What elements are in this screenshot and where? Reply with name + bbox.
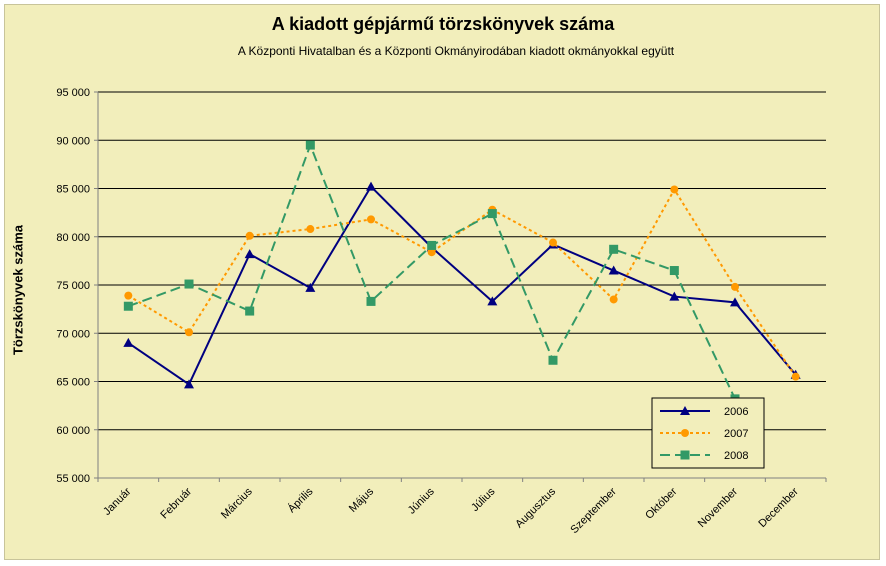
data-point: [669, 266, 679, 276]
legend-label: 2006: [724, 406, 748, 418]
data-point: [670, 185, 679, 194]
y-tick-label: 70 000: [56, 328, 90, 340]
y-tick-label: 90 000: [56, 135, 90, 147]
legend-box: [651, 397, 765, 469]
x-tick-label: November: [696, 485, 741, 530]
x-tick-label: Augusztus: [513, 485, 558, 530]
x-tick-label: Február: [158, 485, 194, 521]
series-2007: [124, 185, 800, 381]
legend-label: 2008: [724, 450, 748, 462]
legend-marker: [680, 450, 690, 460]
data-point: [791, 372, 800, 381]
y-tick-label: 60 000: [56, 425, 90, 437]
chart-title: A kiadott gépjármű törzskönyvek száma: [271, 14, 615, 34]
x-tick-label: Október: [643, 485, 679, 521]
data-point: [185, 328, 193, 337]
data-point: [487, 209, 497, 219]
data-point: [124, 291, 133, 300]
data-point: [609, 244, 619, 254]
y-tick-label: 55 000: [56, 473, 90, 485]
series-line: [127, 184, 797, 386]
legend: 2006 2007 2008: [651, 397, 765, 469]
data-point: [245, 231, 254, 240]
data-point: [123, 301, 133, 311]
x-tick-label: Március: [219, 485, 255, 521]
y-tick-label: 85 000: [56, 184, 90, 196]
data-point: [427, 240, 437, 250]
x-tick-label: Január: [101, 485, 134, 518]
series-line: [127, 187, 797, 378]
data-point: [548, 355, 558, 365]
y-tick-label: 95 000: [56, 87, 90, 99]
legend-label: 2007: [724, 428, 748, 440]
series-2008: [123, 140, 740, 404]
chart-subtitle: A Központi Hivatalban és a Központi Okmá…: [237, 44, 675, 58]
data-point: [608, 265, 619, 275]
data-point: [427, 248, 436, 257]
data-point: [367, 215, 375, 224]
data-point: [244, 249, 255, 259]
data-point: [123, 337, 134, 347]
data-point: [305, 140, 315, 150]
x-tick-label: Június: [406, 485, 437, 516]
x-tick-label: Április: [285, 485, 316, 516]
data-point: [305, 282, 316, 292]
data-point: [549, 238, 557, 247]
data-point: [366, 296, 376, 306]
data-point: [184, 279, 194, 289]
data-point: [669, 291, 680, 301]
data-point: [366, 181, 376, 191]
y-tick-label: 80 000: [56, 232, 90, 244]
legend-marker: [680, 406, 690, 415]
y-tick-label: 65 000: [56, 377, 90, 389]
data-point: [245, 306, 255, 316]
data-point: [487, 296, 498, 306]
data-point: [306, 225, 315, 234]
series-2006: [123, 181, 801, 389]
x-tick-label: December: [756, 485, 801, 530]
x-tick-label: Július: [469, 485, 498, 514]
series-line: [127, 142, 736, 400]
data-point: [731, 282, 739, 291]
x-tick-label: Május: [347, 485, 377, 515]
data-point: [184, 379, 194, 389]
y-tick-label: 75 000: [56, 280, 90, 292]
data-point: [609, 295, 618, 304]
legend-marker: [681, 429, 689, 437]
x-tick-label: Szeptember: [568, 485, 619, 536]
data-point: [730, 297, 740, 307]
